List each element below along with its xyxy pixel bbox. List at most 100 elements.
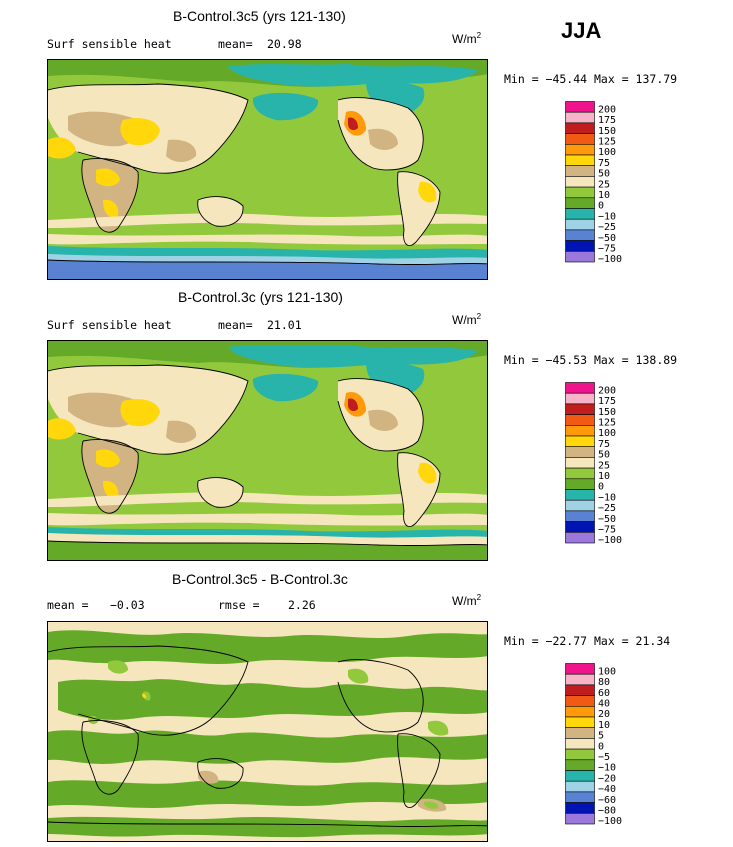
legend-box-0	[565, 663, 595, 675]
legend-box-0	[565, 101, 595, 113]
legend-box-13	[565, 240, 595, 252]
legend-label-10: −10	[598, 211, 616, 222]
legend-box-7	[565, 176, 595, 188]
panel2-mean-label: mean=	[218, 318, 253, 332]
legend-box-3	[565, 414, 595, 426]
season-label: JJA	[561, 18, 602, 43]
legend-box-8	[565, 186, 595, 199]
legend-label-13: −80	[598, 805, 616, 816]
legend-box-4	[565, 424, 595, 437]
legend-label-14: −100	[598, 254, 622, 265]
legend-box-3	[565, 695, 595, 707]
legend-label-7: 0	[598, 741, 604, 752]
legend-label-1: 80	[598, 677, 610, 688]
legend-box-10	[565, 208, 595, 220]
legend-label-14: −100	[598, 535, 622, 546]
panel3-title: B-Control.3c5 - B-Control.3c	[172, 571, 348, 587]
legend-label-12: −60	[598, 795, 616, 806]
panel3-mean-value: −0.03	[110, 598, 145, 612]
legend-label-12: −50	[598, 233, 616, 244]
legend-box-7	[565, 457, 595, 469]
legend-label-6: 5	[598, 731, 604, 742]
legend-label-7: 25	[598, 179, 610, 190]
legend-label-0: 200	[598, 385, 616, 396]
legend-box-8	[565, 748, 595, 761]
panel2-minmax: Min = −45.53 Max = 138.89	[504, 353, 678, 367]
legend-label-1: 175	[598, 396, 616, 407]
panel1-title: B-Control.3c5 (yrs 121-130)	[173, 8, 346, 24]
panel1-map	[47, 59, 488, 280]
legend-box-2	[565, 122, 595, 134]
legend-label-8: −5	[598, 752, 610, 763]
legend-label-2: 150	[598, 407, 616, 418]
legend-box-12	[565, 229, 595, 241]
legend-label-4: 20	[598, 709, 610, 720]
legend-box-1	[565, 673, 595, 686]
legend-label-6: 50	[598, 450, 610, 461]
legend-box-1	[565, 111, 595, 124]
legend-box-0	[565, 382, 595, 394]
legend-label-11: −40	[598, 784, 616, 795]
legend-label-13: −75	[598, 243, 616, 254]
legend-box-2	[565, 684, 595, 696]
panel3-minmax: Min = −22.77 Max = 21.34	[504, 634, 671, 648]
panel3-legend: 100 80 60 40 20 10 5 0 −5 −10 −20 −40 −60 −80 −100	[565, 663, 705, 838]
panel2-variable: Surf sensible heat	[47, 318, 172, 332]
legend-label-9: 0	[598, 482, 604, 493]
legend-label-10: −20	[598, 773, 616, 784]
legend-box-11	[565, 499, 595, 512]
legend-box-10	[565, 770, 595, 782]
legend-label-5: 10	[598, 720, 610, 731]
legend-label-8: 10	[598, 190, 610, 201]
legend-label-14: −100	[598, 816, 622, 827]
legend-label-4: 100	[598, 428, 616, 439]
legend-label-3: 125	[598, 417, 616, 428]
legend-label-11: −25	[598, 503, 616, 514]
legend-box-5	[565, 716, 595, 728]
legend-box-1	[565, 392, 595, 405]
panel3-mean-label: mean =	[47, 598, 89, 612]
legend-box-12	[565, 791, 595, 803]
panel1-legend: 200 175 150 125 100 75 50 25 10 0 −10 −25 −50 −75 −100	[565, 101, 705, 276]
legend-box-12	[565, 510, 595, 522]
legend-label-3: 125	[598, 136, 616, 147]
legend-box-10	[565, 489, 595, 501]
panel2-title: B-Control.3c (yrs 121-130)	[178, 289, 343, 305]
panel3-rmse-label: rmse =	[218, 598, 260, 612]
legend-label-12: −50	[598, 514, 616, 525]
legend-box-3	[565, 133, 595, 145]
legend-label-13: −75	[598, 524, 616, 535]
legend-label-2: 150	[598, 126, 616, 137]
legend-box-11	[565, 218, 595, 231]
panel1-minmax: Min = −45.44 Max = 137.79	[504, 72, 678, 86]
panel1-variable: Surf sensible heat	[47, 37, 172, 51]
legend-label-6: 50	[598, 169, 610, 180]
panel1-mean-value: 20.98	[267, 37, 302, 51]
legend-box-8	[565, 467, 595, 480]
legend-label-7: 25	[598, 460, 610, 471]
legend-label-5: 75	[598, 439, 610, 450]
legend-box-5	[565, 154, 595, 166]
legend-box-9	[565, 197, 595, 209]
legend-box-14	[565, 251, 595, 263]
legend-box-4	[565, 143, 595, 156]
legend-box-6	[565, 165, 595, 177]
legend-label-3: 40	[598, 698, 610, 709]
panel1-mean-label: mean=	[218, 37, 253, 51]
panel3-rmse-value: 2.26	[288, 598, 316, 612]
legend-label-4: 100	[598, 147, 616, 158]
legend-box-6	[565, 446, 595, 458]
legend-label-5: 75	[598, 158, 610, 169]
legend-box-7	[565, 738, 595, 750]
legend-label-0: 200	[598, 104, 616, 115]
legend-label-10: −10	[598, 492, 616, 503]
legend-label-11: −25	[598, 222, 616, 233]
legend-box-13	[565, 521, 595, 533]
legend-box-14	[565, 813, 595, 825]
panel2-legend: 200 175 150 125 100 75 50 25 10 0 −10 −25 −50 −75 −100	[565, 382, 705, 557]
legend-label-1: 175	[598, 115, 616, 126]
legend-label-8: 10	[598, 471, 610, 482]
